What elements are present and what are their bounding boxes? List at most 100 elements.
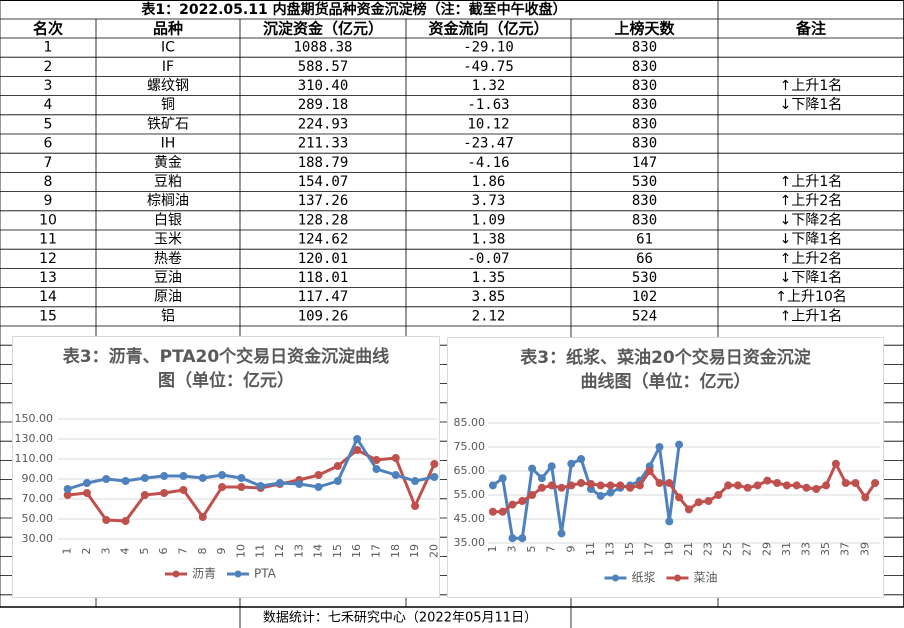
x-tick-label: 37 bbox=[839, 542, 852, 556]
cell: 11 bbox=[39, 232, 57, 248]
cell: ↓下降1名 bbox=[780, 232, 843, 248]
cell: 830 bbox=[632, 78, 657, 94]
point bbox=[606, 481, 615, 490]
point bbox=[237, 483, 246, 491]
x-tick-label: 11 bbox=[254, 544, 267, 558]
x-tick-label: 20 bbox=[427, 544, 439, 558]
point bbox=[518, 534, 527, 543]
cell: 1.35 bbox=[472, 270, 506, 286]
x-tick-label: 5 bbox=[138, 548, 151, 555]
table-title: 表1：2022.05.11 内盘期货品种资金沉淀榜（注：截至中午收盘） bbox=[140, 1, 566, 18]
point bbox=[537, 483, 546, 492]
chart: 35.00 45.00 55.00 65.00 75.00 85.00 1 3 5 7 9 11 13 1… bbox=[447, 337, 884, 598]
point bbox=[684, 505, 693, 514]
cell: IC bbox=[161, 40, 175, 56]
header-cell: 上榜天数 bbox=[614, 20, 675, 38]
point bbox=[63, 485, 72, 493]
point bbox=[812, 485, 821, 493]
x-tick-label: 33 bbox=[800, 542, 813, 556]
point bbox=[391, 471, 400, 479]
cell: 124.62 bbox=[298, 232, 349, 248]
y-tick-label: 85.00 bbox=[454, 416, 486, 429]
x-tick-label: 4 bbox=[119, 548, 132, 555]
x-tick-label: 9 bbox=[215, 548, 228, 555]
cell: 830 bbox=[632, 40, 657, 56]
legend-marker bbox=[172, 570, 180, 578]
cell: 3 bbox=[44, 78, 53, 94]
point bbox=[547, 462, 556, 471]
cell: 154.07 bbox=[298, 174, 349, 190]
cell: 铁矿石 bbox=[147, 116, 189, 132]
cell: 120.01 bbox=[298, 251, 349, 267]
y-tick-label: 55.00 bbox=[454, 488, 486, 501]
cell: ↑上升1名 bbox=[780, 174, 843, 190]
cell: -29.10 bbox=[463, 40, 514, 56]
cell: IH bbox=[161, 136, 176, 152]
x-tick-label: 35 bbox=[819, 542, 832, 556]
point bbox=[616, 481, 625, 490]
point bbox=[140, 491, 149, 499]
point bbox=[802, 483, 811, 492]
point bbox=[635, 481, 644, 490]
point bbox=[645, 467, 654, 475]
x-tick-label: 19 bbox=[408, 544, 421, 558]
cell: 117.47 bbox=[298, 289, 349, 305]
x-tick-label: 7 bbox=[545, 546, 558, 553]
y-tick-label: 130.00 bbox=[15, 432, 54, 445]
cell: 黄金 bbox=[154, 154, 182, 171]
x-tick-label: 39 bbox=[858, 542, 871, 556]
y-tick-label: 75.00 bbox=[454, 440, 486, 453]
point bbox=[121, 477, 130, 485]
point bbox=[851, 479, 860, 487]
point bbox=[333, 462, 342, 470]
legend-marker bbox=[674, 574, 681, 582]
x-tick-label: 1 bbox=[61, 548, 74, 555]
point bbox=[160, 489, 169, 497]
point bbox=[567, 481, 576, 490]
x-tick-label: 15 bbox=[331, 544, 344, 558]
x-tick-label: 10 bbox=[234, 544, 247, 558]
cell: 530 bbox=[632, 270, 657, 286]
header-cell: 品种 bbox=[153, 20, 183, 38]
cell: 289.18 bbox=[298, 97, 349, 113]
chart-title: 表3：沥青、PTA20个交易日资金沉淀曲线图（单位：亿元） bbox=[62, 347, 390, 391]
cell: 豆粕 bbox=[154, 174, 182, 190]
cell: ↓下降2名 bbox=[780, 212, 843, 228]
point bbox=[333, 477, 342, 485]
x-tick-label: 5 bbox=[525, 546, 538, 553]
cell: ↑上升1名 bbox=[780, 308, 843, 324]
point bbox=[314, 483, 323, 491]
point bbox=[733, 481, 742, 490]
cell: 147 bbox=[632, 155, 657, 171]
point bbox=[704, 497, 713, 505]
cell: 6 bbox=[44, 136, 53, 152]
cell: 棕榈油 bbox=[147, 193, 189, 209]
x-tick-label: 23 bbox=[702, 542, 715, 556]
point bbox=[665, 517, 674, 526]
x-tick-label: 17 bbox=[643, 542, 656, 556]
cell: 1.38 bbox=[472, 232, 506, 248]
y-tick-label: 150.00 bbox=[15, 412, 54, 425]
y-tick-label: 30.00 bbox=[22, 532, 54, 545]
point bbox=[391, 454, 400, 462]
series-line bbox=[492, 462, 877, 514]
legend-label: 沥青 bbox=[192, 567, 216, 581]
point bbox=[237, 474, 246, 482]
cell: 310.40 bbox=[298, 78, 349, 94]
cell: 5 bbox=[44, 116, 53, 132]
cell: IF bbox=[162, 59, 174, 75]
x-tick-label: 1 bbox=[486, 546, 499, 553]
cell: 109.26 bbox=[298, 308, 349, 324]
point bbox=[528, 491, 537, 499]
point bbox=[82, 489, 91, 497]
point bbox=[314, 471, 323, 479]
point bbox=[577, 455, 586, 463]
cell: 9 bbox=[44, 193, 53, 209]
point bbox=[198, 474, 207, 482]
point bbox=[782, 481, 791, 490]
cell: 2 bbox=[44, 59, 53, 75]
point bbox=[488, 507, 497, 516]
point bbox=[275, 479, 284, 487]
